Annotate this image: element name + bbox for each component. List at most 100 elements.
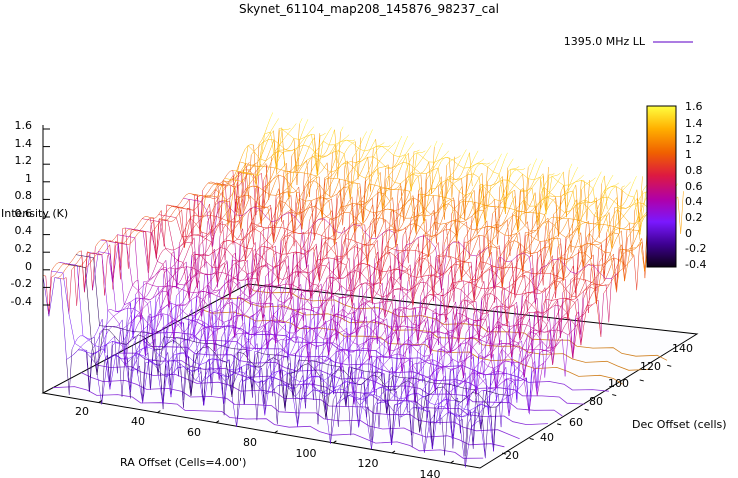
surface-segment xyxy=(307,351,311,356)
surface-segment xyxy=(316,176,320,178)
surface-segment xyxy=(466,228,470,235)
surface-segment xyxy=(219,297,224,305)
surface-segment xyxy=(173,217,177,221)
surface-segment xyxy=(487,241,491,246)
surface-segment xyxy=(406,359,410,362)
surface-segment xyxy=(377,312,381,318)
surface-segment xyxy=(202,238,206,242)
surface-segment xyxy=(245,163,249,199)
surface-segment xyxy=(171,264,175,268)
surface-segment xyxy=(341,295,345,298)
surface-segment xyxy=(292,343,296,351)
surface-segment xyxy=(156,296,160,304)
surface-segment xyxy=(335,144,339,148)
surface-segment xyxy=(295,287,299,292)
surface-segment xyxy=(488,265,492,268)
surface-segment xyxy=(304,361,309,403)
surface-segment xyxy=(443,236,448,245)
surface-segment xyxy=(495,343,499,348)
surface-segment xyxy=(350,302,355,310)
surface-segment xyxy=(385,400,389,403)
surface-segment xyxy=(431,392,435,398)
surface-segment xyxy=(304,251,308,254)
surface-segment xyxy=(444,246,448,251)
surface-segment xyxy=(209,203,213,237)
surface-segment xyxy=(109,345,113,390)
surface-segment xyxy=(278,239,282,284)
surface-segment xyxy=(405,281,409,325)
surface-segment xyxy=(528,292,532,296)
surface-segment xyxy=(260,229,264,233)
surface-segment xyxy=(224,338,229,344)
surface-segment xyxy=(484,291,488,296)
surface-segment xyxy=(348,309,352,315)
surface-segment xyxy=(88,349,93,392)
surface-segment xyxy=(216,222,220,227)
surface-segment xyxy=(480,280,485,289)
surface-segment xyxy=(200,264,204,269)
surface-segment xyxy=(318,352,322,358)
surface-segment xyxy=(411,393,415,436)
surface-segment xyxy=(298,248,302,291)
surface-segment xyxy=(220,360,224,363)
surface-segment xyxy=(517,190,521,230)
surface-segment xyxy=(604,175,608,210)
surface-segment xyxy=(511,262,516,299)
surface-segment xyxy=(562,224,566,230)
surface-segment xyxy=(261,304,265,309)
surface-segment xyxy=(240,182,244,230)
surface-segment xyxy=(474,268,478,276)
surface-segment xyxy=(264,201,268,206)
surface-segment xyxy=(270,127,274,133)
surface-segment xyxy=(526,270,530,273)
surface-segment xyxy=(504,227,508,236)
surface-segment xyxy=(491,199,495,204)
surface-segment xyxy=(223,186,227,191)
surface-segment xyxy=(171,251,175,255)
surface-segment xyxy=(559,218,563,221)
surface-segment xyxy=(456,371,460,377)
surface-segment xyxy=(226,244,230,250)
surface-segment xyxy=(454,397,458,401)
surface-segment xyxy=(279,127,282,129)
surface-segment xyxy=(427,326,432,333)
surface-segment xyxy=(388,301,393,309)
surface-segment xyxy=(365,242,369,245)
surface-segment xyxy=(401,190,405,198)
surface-segment xyxy=(335,388,339,395)
surface-segment xyxy=(445,203,449,210)
surface-segment xyxy=(89,252,93,291)
surface-segment xyxy=(212,260,216,268)
surface-segment xyxy=(226,197,230,201)
surface-segment xyxy=(132,281,136,286)
surface-segment xyxy=(440,216,444,225)
surface-segment xyxy=(235,172,239,211)
surface-segment xyxy=(432,175,436,184)
surface-segment xyxy=(411,154,415,158)
surface-segment xyxy=(281,302,285,305)
surface-segment xyxy=(246,307,250,313)
surface-segment xyxy=(434,215,438,222)
surface-segment xyxy=(244,322,248,360)
surface-segment xyxy=(439,142,444,149)
surface-segment xyxy=(144,298,148,301)
surface-segment xyxy=(234,351,238,355)
surface-segment xyxy=(396,209,399,211)
surface-segment xyxy=(417,215,421,219)
surface-segment xyxy=(420,300,425,308)
surface-segment xyxy=(56,267,61,273)
surface-segment xyxy=(401,260,405,265)
surface-segment xyxy=(495,159,500,166)
surface-segment xyxy=(258,307,262,312)
surface-segment xyxy=(321,297,325,304)
surface-segment xyxy=(356,225,360,229)
surface-segment xyxy=(508,247,512,256)
surface-segment xyxy=(382,166,386,168)
surface-segment xyxy=(461,248,466,253)
surface-segment xyxy=(330,359,335,395)
surface-segment xyxy=(458,186,463,192)
surface-segment xyxy=(401,377,405,384)
surface-segment xyxy=(356,354,360,361)
surface-segment xyxy=(300,159,304,166)
surface-segment xyxy=(408,153,412,192)
